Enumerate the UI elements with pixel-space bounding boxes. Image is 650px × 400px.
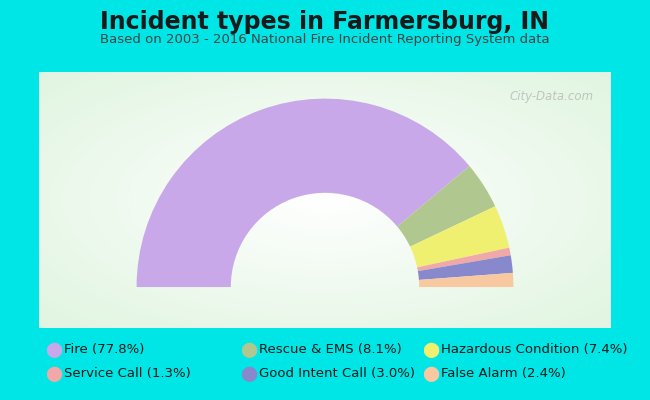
- Text: ⬤: ⬤: [422, 366, 439, 382]
- Text: ⬤: ⬤: [240, 366, 257, 382]
- Text: Service Call (1.3%): Service Call (1.3%): [64, 368, 190, 380]
- Text: False Alarm (2.4%): False Alarm (2.4%): [441, 368, 566, 380]
- Wedge shape: [418, 255, 513, 280]
- Wedge shape: [136, 99, 469, 287]
- Text: ⬤: ⬤: [46, 366, 62, 382]
- Text: Rescue & EMS (8.1%): Rescue & EMS (8.1%): [259, 344, 402, 356]
- Wedge shape: [417, 248, 511, 271]
- Text: Incident types in Farmersburg, IN: Incident types in Farmersburg, IN: [101, 10, 549, 34]
- Text: ⬤: ⬤: [46, 342, 62, 358]
- Text: City-Data.com: City-Data.com: [510, 90, 594, 103]
- Text: Good Intent Call (3.0%): Good Intent Call (3.0%): [259, 368, 415, 380]
- Text: Fire (77.8%): Fire (77.8%): [64, 344, 144, 356]
- Wedge shape: [410, 206, 509, 267]
- Text: Based on 2003 - 2016 National Fire Incident Reporting System data: Based on 2003 - 2016 National Fire Incid…: [100, 34, 550, 46]
- Text: ⬤: ⬤: [422, 342, 439, 358]
- Wedge shape: [397, 166, 495, 247]
- Text: Hazardous Condition (7.4%): Hazardous Condition (7.4%): [441, 344, 627, 356]
- Wedge shape: [419, 273, 514, 287]
- Text: ⬤: ⬤: [240, 342, 257, 358]
